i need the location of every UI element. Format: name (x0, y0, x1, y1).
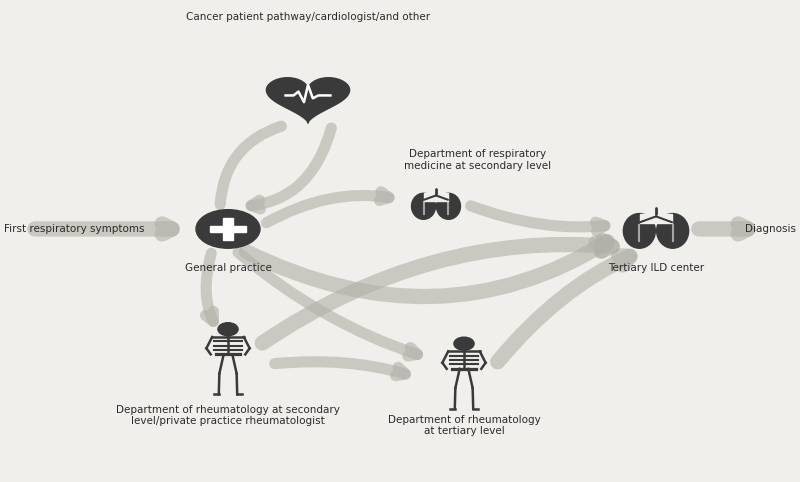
Text: Tertiary ILD center: Tertiary ILD center (608, 263, 704, 273)
Bar (424, 193, 448, 201)
Ellipse shape (437, 193, 461, 219)
Ellipse shape (454, 337, 474, 350)
Text: Department of rheumatology
at tertiary level: Department of rheumatology at tertiary l… (388, 415, 540, 436)
Ellipse shape (218, 323, 238, 335)
Ellipse shape (657, 214, 689, 248)
Circle shape (196, 210, 260, 248)
Polygon shape (266, 78, 350, 123)
Bar (210, 226, 246, 232)
Bar (640, 214, 672, 223)
Ellipse shape (623, 214, 655, 248)
Bar (223, 218, 233, 240)
Ellipse shape (411, 193, 435, 219)
Text: General practice: General practice (185, 263, 271, 273)
Text: Diagnosis: Diagnosis (745, 224, 796, 234)
Text: First respiratory symptoms: First respiratory symptoms (4, 224, 145, 234)
Text: Cancer patient pathway/cardiologist/and other: Cancer patient pathway/cardiologist/and … (186, 12, 430, 22)
Text: Department of rheumatology at secondary
level/private practice rheumatologist: Department of rheumatology at secondary … (116, 405, 340, 427)
Text: Department of respiratory
medicine at secondary level: Department of respiratory medicine at se… (404, 149, 551, 171)
